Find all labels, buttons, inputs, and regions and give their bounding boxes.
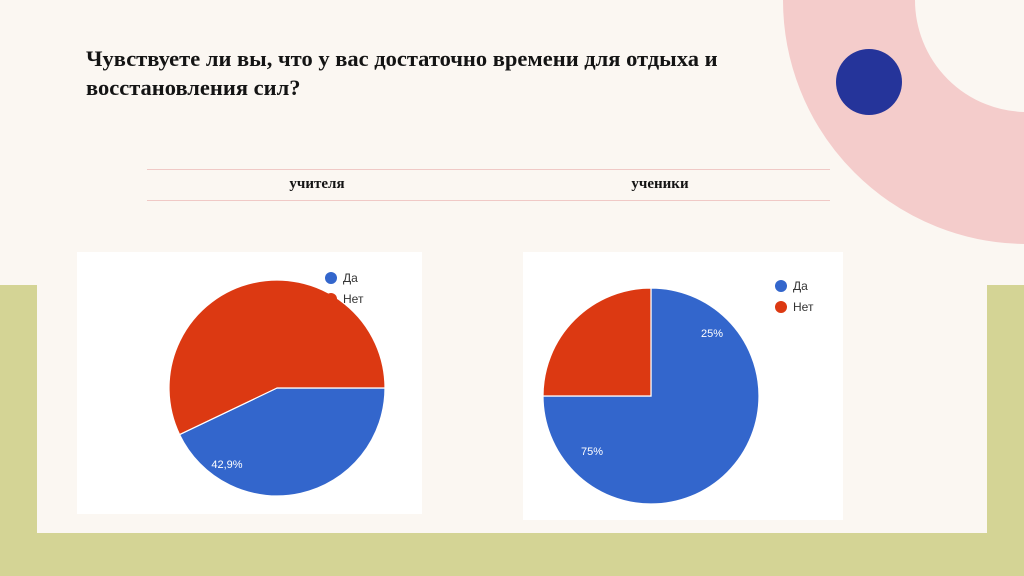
pie-chart-teachers: 42,9% 57,1% Да Нет (154, 271, 386, 497)
chart-card-teachers: 42,9% 57,1% Да Нет (77, 252, 422, 514)
legend-label-no: Нет (793, 300, 814, 314)
slice-label-yes: 42,9% (211, 459, 242, 471)
column-label-students: ученики (631, 176, 689, 192)
table-top-divider (147, 169, 830, 170)
chart-card-students: 75% 25% Да Нет (523, 252, 843, 520)
legend-label-yes: Да (343, 271, 358, 285)
accent-dot (836, 49, 902, 115)
legend-marker-yes (325, 272, 337, 284)
page-title: Чувствуете ли вы, что у вас достаточно в… (86, 46, 718, 100)
legend-marker-no (325, 293, 337, 305)
column-label-teachers: учителя (289, 176, 345, 192)
pie-chart-students: 75% 25% Да Нет (542, 279, 814, 505)
legend-marker-no (775, 301, 787, 313)
pie-slice-yes (542, 287, 760, 505)
table-bottom-divider (147, 200, 830, 201)
legend-marker-yes (775, 280, 787, 292)
legend-label-yes: Да (793, 279, 808, 293)
slice-label-no: 57,1% (154, 297, 185, 309)
pie-slice-no (542, 287, 652, 397)
slice-label-yes: 75% (581, 446, 603, 458)
pie-slice-no (168, 279, 386, 436)
slice-label-no: 25% (701, 328, 723, 340)
pie-slice-yes (178, 387, 386, 497)
legend-label-no: Нет (343, 292, 364, 306)
